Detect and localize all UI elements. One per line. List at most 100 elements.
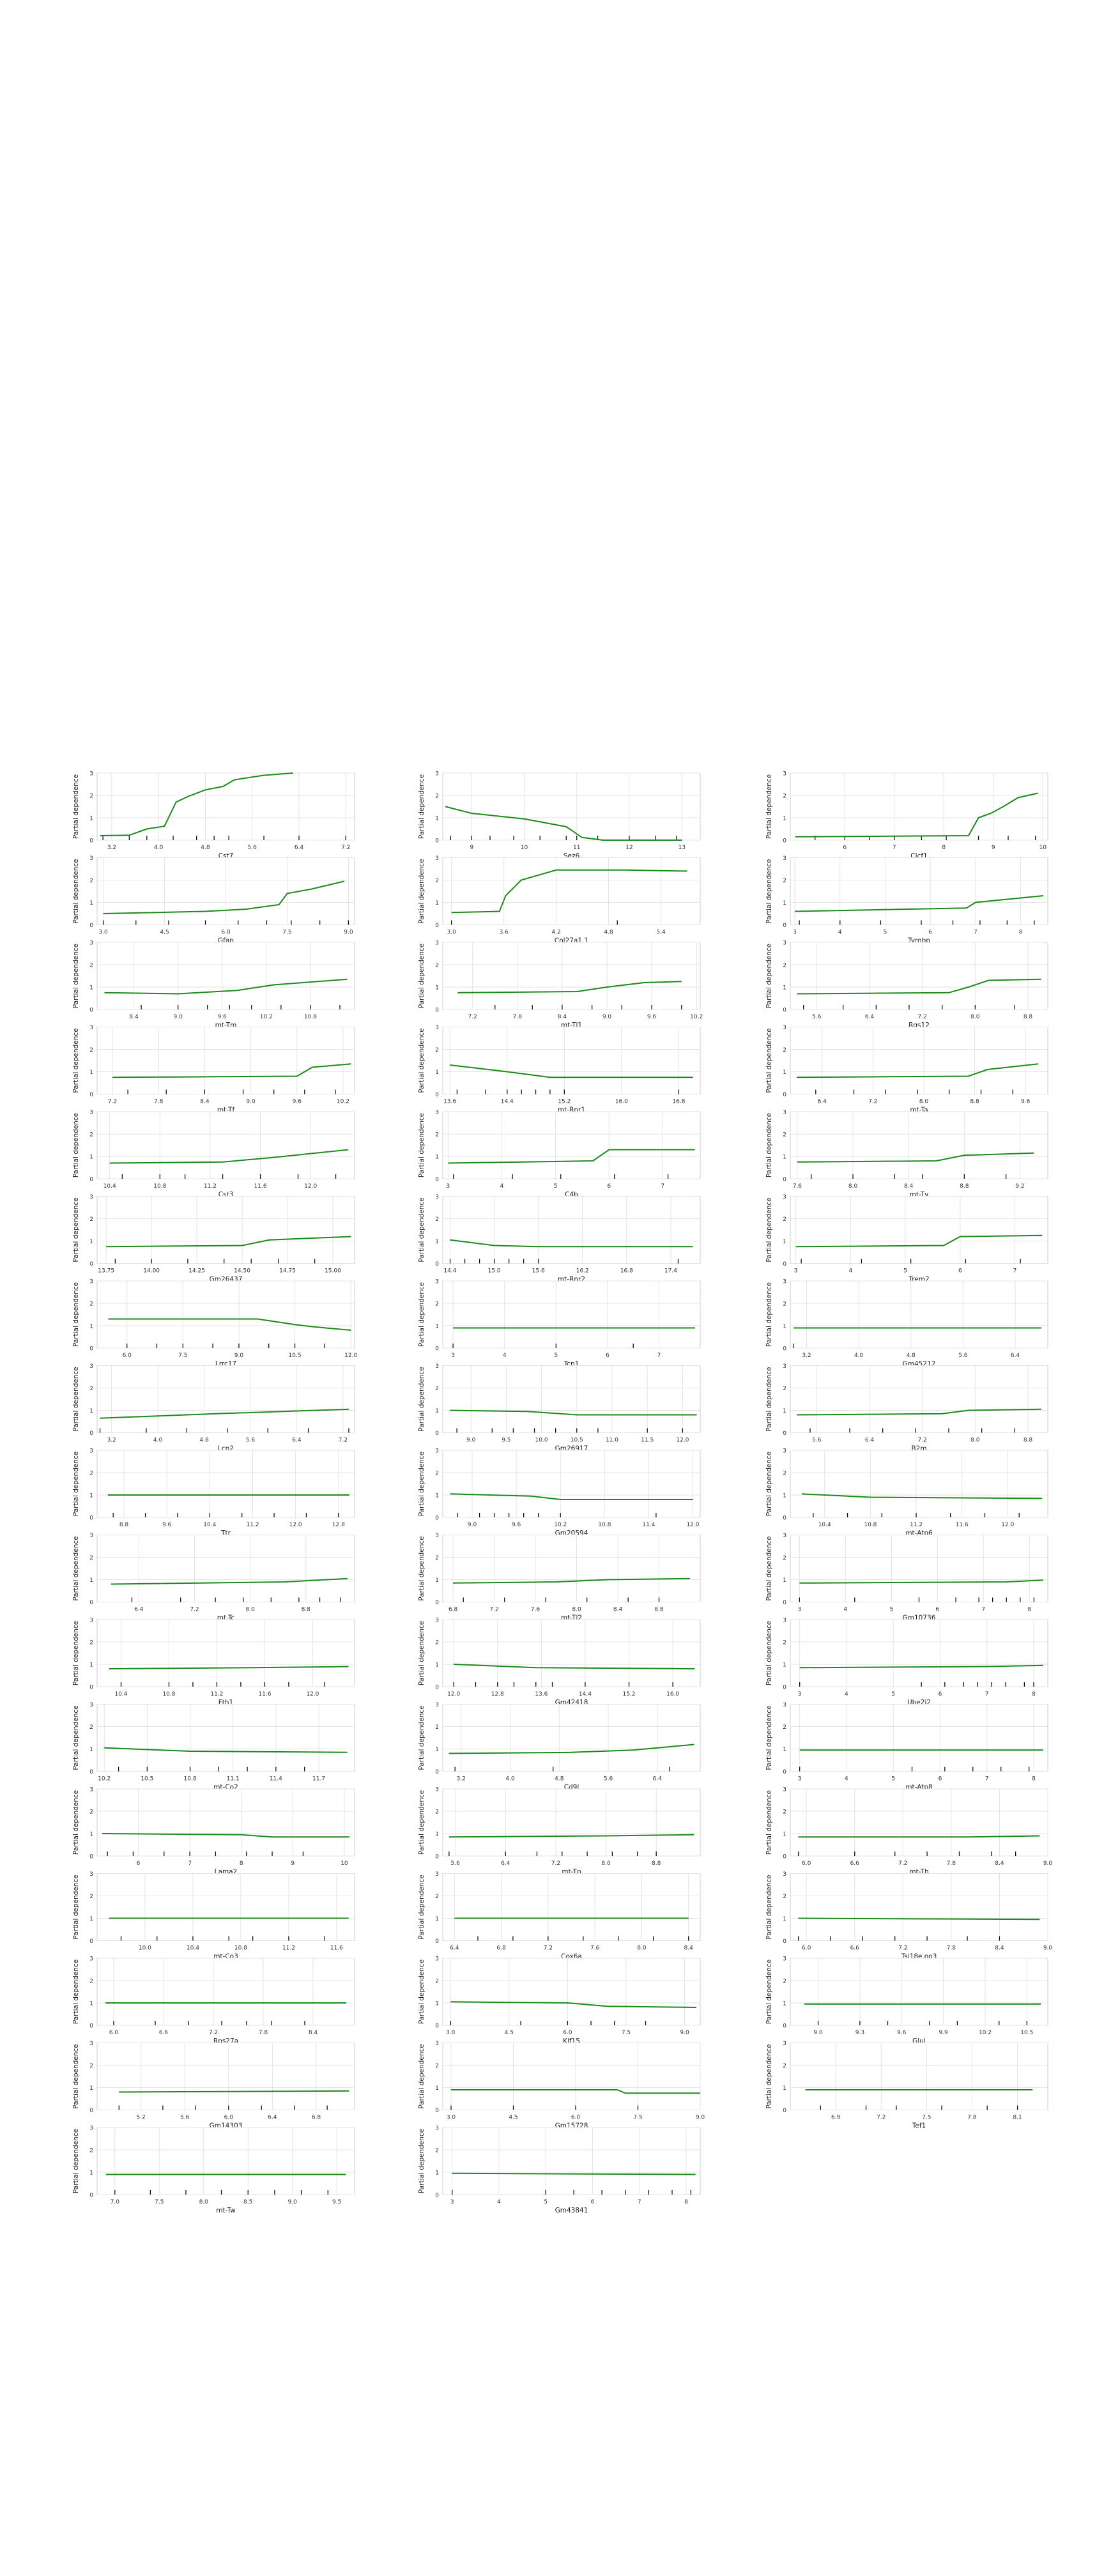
y-tick-label: 3 xyxy=(89,1194,93,1200)
x-tick-label: 17.4 xyxy=(664,1268,677,1275)
x-tick-label: 10.8 xyxy=(162,1691,175,1698)
plot-area xyxy=(790,1704,1048,1772)
x-tick-label: 7.6 xyxy=(793,1183,802,1190)
y-tick-label: 1 xyxy=(89,1916,93,1922)
y-tick-label: 3 xyxy=(783,2041,786,2047)
x-tick-label: 9.9 xyxy=(939,2030,948,2036)
plot-area xyxy=(442,1111,701,1179)
x-tick-label: 11.6 xyxy=(258,1691,271,1698)
y-axis-label: Partial dependence xyxy=(418,1705,425,1770)
y-tick-label: 2 xyxy=(89,2148,93,2154)
x-tick-label: 8.0 xyxy=(601,1860,611,1867)
x-tick-label: 5 xyxy=(891,1776,895,1782)
x-tick-label: 4.8 xyxy=(201,845,210,851)
x-tick-label: 9.0 xyxy=(696,2115,705,2121)
x-tick-label: 8.4 xyxy=(309,2030,318,2036)
y-tick-label: 0 xyxy=(435,1600,439,1606)
dependence-line xyxy=(799,1579,1043,1584)
dependence-line xyxy=(450,2001,696,2008)
x-tick-label: 9.5 xyxy=(502,1438,510,1444)
y-tick-label: 2 xyxy=(89,1132,93,1138)
y-axis-label: Partial dependence xyxy=(418,1790,425,1855)
x-tick-label: 6.6 xyxy=(159,2030,169,2036)
y-tick-label: 0 xyxy=(89,1769,93,1775)
x-tick-label: 3 xyxy=(798,1691,802,1698)
y-tick-label: 0 xyxy=(783,1854,786,1860)
y-axis-label: Partial dependence xyxy=(765,1452,773,1516)
x-tick-label: 6 xyxy=(939,1776,942,1782)
y-axis-label: Partial dependence xyxy=(418,1197,425,1262)
y-tick-label: 2 xyxy=(435,2063,439,2069)
y-axis-label: Partial dependence xyxy=(72,2044,80,2108)
y-tick-label: 2 xyxy=(435,793,439,800)
x-tick-label: 5.2 xyxy=(136,2115,145,2121)
dependence-line xyxy=(448,1149,695,1164)
y-tick-label: 3 xyxy=(783,1025,786,1031)
x-tick-label: 13.75 xyxy=(98,1268,114,1275)
x-tick-label: 12.0 xyxy=(686,1522,699,1528)
subplot: 0 1 2 3 6.9 7.2 7.5 7.8 8.1 Tef1 Partial dependenc… xyxy=(765,2041,1048,2130)
x-tick-label: 11.2 xyxy=(282,1945,295,1952)
x-tick-label: 4 xyxy=(843,1607,847,1613)
dependence-line xyxy=(102,1833,349,1838)
y-axis-label: Partial dependence xyxy=(765,1790,773,1855)
plot-area xyxy=(790,772,1048,841)
x-tick-label: 7 xyxy=(974,930,977,936)
x-tick-label: 4 xyxy=(848,1268,852,1275)
y-tick-label: 2 xyxy=(435,1301,439,1308)
y-tick-label: 2 xyxy=(89,1471,93,1477)
dependence-line xyxy=(799,1664,1043,1669)
y-tick-label: 3 xyxy=(783,1448,786,1455)
y-tick-label: 1 xyxy=(435,816,439,822)
plot-area xyxy=(442,772,701,841)
x-tick-label: 7.6 xyxy=(531,1607,540,1613)
dependence-line xyxy=(449,1409,697,1416)
x-tick-label: 7.2 xyxy=(209,2030,218,2036)
x-tick-label: 8.8 xyxy=(1023,1438,1033,1444)
x-tick-label: 6.8 xyxy=(312,2115,321,2121)
y-tick-label: 0 xyxy=(89,1854,93,1860)
plot-area xyxy=(790,857,1048,925)
x-tick-label: 7.5 xyxy=(622,2030,631,2036)
dependence-line xyxy=(111,1577,348,1585)
y-tick-label: 0 xyxy=(89,1346,93,1353)
y-tick-label: 0 xyxy=(435,1430,439,1437)
y-tick-label: 1 xyxy=(783,1408,786,1414)
dependence-line xyxy=(453,1577,690,1584)
y-tick-label: 0 xyxy=(435,2108,439,2114)
y-tick-label: 2 xyxy=(783,1724,786,1731)
x-tick-label: 4 xyxy=(497,2199,501,2205)
x-tick-label: 4.8 xyxy=(604,930,613,936)
y-axis-label: Partial dependence xyxy=(418,1028,425,1092)
x-tick-label: 6.6 xyxy=(850,1945,860,1952)
dependence-line xyxy=(797,1152,1034,1163)
y-tick-label: 1 xyxy=(435,1239,439,1245)
x-tick-label: 3.2 xyxy=(107,1438,116,1444)
plot-area xyxy=(790,1027,1048,1094)
x-tick-label: 3.0 xyxy=(447,2115,456,2121)
y-tick-label: 2 xyxy=(435,878,439,884)
x-tick-label: 12.0 xyxy=(1001,1522,1014,1528)
y-tick-label: 0 xyxy=(783,1008,786,1014)
y-tick-label: 1 xyxy=(89,2085,93,2092)
x-tick-label: 7.2 xyxy=(190,1607,199,1613)
x-tick-label: 6.4 xyxy=(295,845,304,851)
x-tick-label: 9.6 xyxy=(218,1014,227,1020)
y-tick-label: 1 xyxy=(783,1324,786,1330)
x-axis-label: Tef1 xyxy=(912,2122,926,2130)
y-tick-label: 0 xyxy=(435,1854,439,1860)
plot-area xyxy=(442,857,701,925)
y-tick-label: 0 xyxy=(435,1515,439,1522)
y-tick-label: 0 xyxy=(783,2023,786,2030)
y-tick-label: 0 xyxy=(783,1346,786,1353)
y-tick-label: 2 xyxy=(89,1724,93,1731)
x-tick-label: 13.6 xyxy=(443,1099,456,1105)
y-axis-label: Partial dependence xyxy=(765,1705,773,1770)
